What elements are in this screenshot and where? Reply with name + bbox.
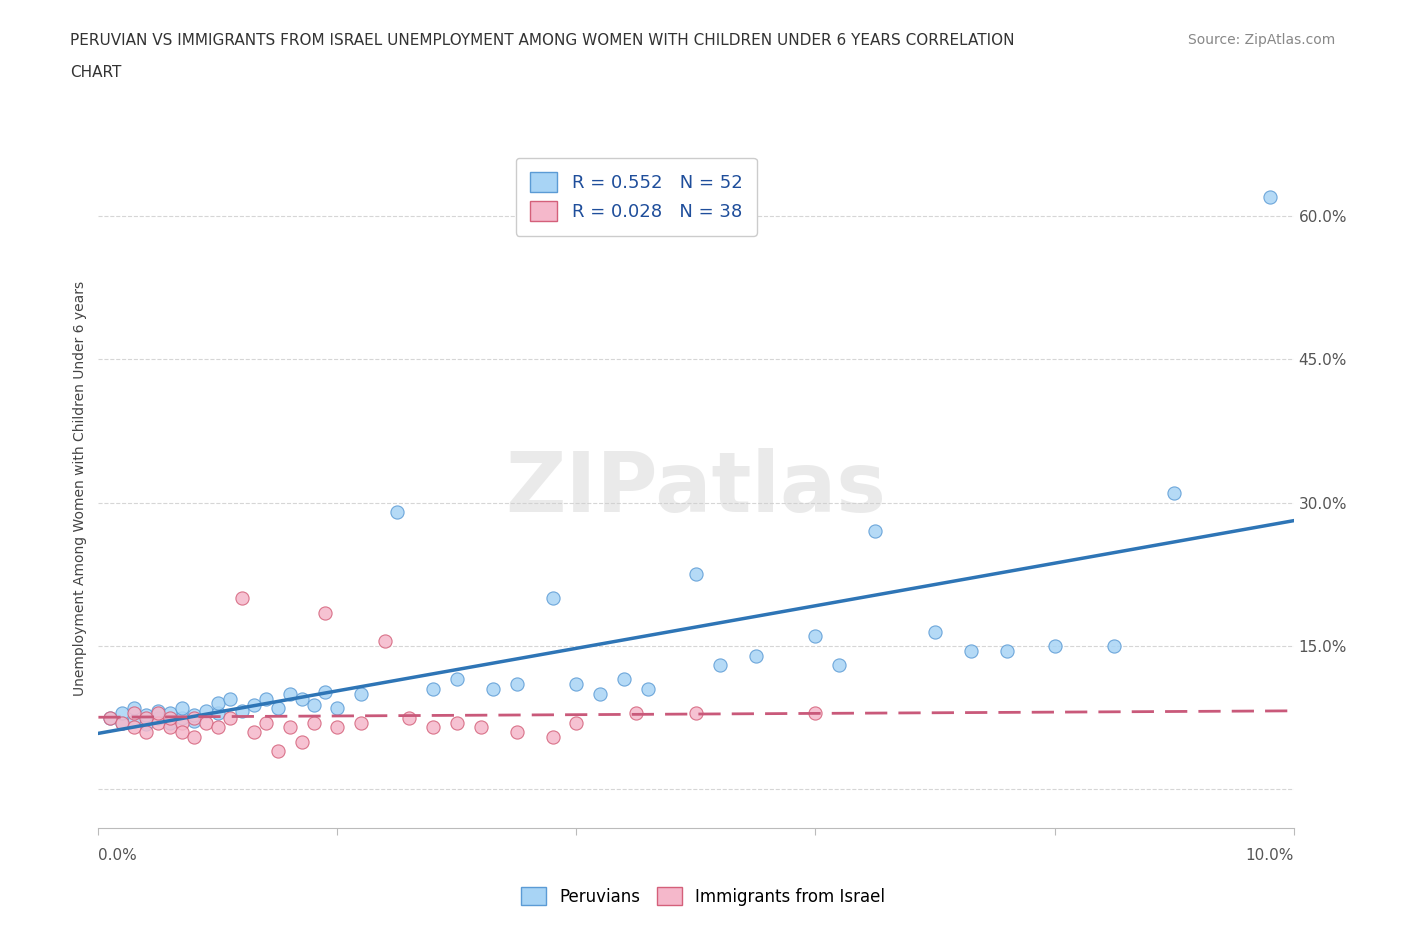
Point — [172, 715, 194, 730]
Point — [194, 704, 218, 719]
Point — [481, 682, 505, 697]
Point — [422, 682, 444, 697]
Point — [124, 713, 146, 728]
Point — [172, 700, 194, 715]
Point — [124, 706, 146, 721]
Point — [350, 686, 373, 701]
Point — [1043, 639, 1066, 654]
Point — [219, 711, 242, 725]
Point — [709, 658, 731, 672]
Point — [183, 708, 205, 723]
Point — [267, 744, 290, 759]
Point — [315, 605, 337, 620]
Point — [315, 684, 337, 699]
Point — [183, 713, 205, 728]
Text: Source: ZipAtlas.com: Source: ZipAtlas.com — [1188, 33, 1336, 46]
Y-axis label: Unemployment Among Women with Children Under 6 years: Unemployment Among Women with Children U… — [73, 281, 87, 696]
Point — [804, 706, 827, 721]
Point — [183, 711, 205, 725]
Point — [135, 711, 157, 725]
Point — [995, 644, 1018, 658]
Point — [589, 686, 612, 701]
Text: CHART: CHART — [70, 65, 122, 80]
Point — [470, 720, 492, 735]
Point — [98, 711, 122, 725]
Point — [1163, 485, 1185, 500]
Point — [398, 711, 420, 725]
Point — [194, 715, 218, 730]
Point — [243, 724, 266, 739]
Point — [207, 706, 229, 721]
Point — [565, 677, 588, 692]
Point — [685, 567, 707, 582]
Point — [148, 715, 170, 730]
Point — [135, 708, 157, 723]
Point — [159, 706, 181, 721]
Point — [135, 717, 157, 732]
Point — [1104, 639, 1126, 654]
Point — [374, 634, 396, 649]
Text: ZIPatlas: ZIPatlas — [506, 447, 886, 529]
Point — [506, 677, 529, 692]
Point — [924, 624, 946, 639]
Point — [745, 648, 768, 663]
Point — [124, 700, 146, 715]
Point — [231, 591, 253, 605]
Point — [159, 715, 181, 730]
Point — [148, 711, 170, 725]
Text: PERUVIAN VS IMMIGRANTS FROM ISRAEL UNEMPLOYMENT AMONG WOMEN WITH CHILDREN UNDER : PERUVIAN VS IMMIGRANTS FROM ISRAEL UNEMP… — [70, 33, 1015, 47]
Point — [385, 505, 409, 520]
Point — [278, 720, 301, 735]
Point — [111, 715, 134, 730]
Point — [172, 724, 194, 739]
Point — [111, 715, 134, 730]
Point — [278, 686, 301, 701]
Point — [506, 724, 529, 739]
Point — [624, 706, 647, 721]
Point — [326, 700, 349, 715]
Point — [148, 706, 170, 721]
Point — [565, 715, 588, 730]
Point — [637, 682, 659, 697]
Point — [613, 672, 636, 687]
Point — [326, 720, 349, 735]
Point — [865, 524, 887, 538]
Point — [254, 715, 277, 730]
Point — [446, 715, 468, 730]
Point — [422, 720, 444, 735]
Point — [828, 658, 851, 672]
Point — [302, 715, 325, 730]
Point — [231, 704, 253, 719]
Point — [135, 724, 157, 739]
Point — [207, 696, 229, 711]
Point — [183, 729, 205, 744]
Legend: R = 0.552   N = 52, R = 0.028   N = 38: R = 0.552 N = 52, R = 0.028 N = 38 — [516, 158, 756, 235]
Point — [219, 691, 242, 706]
Point — [446, 672, 468, 687]
Text: 10.0%: 10.0% — [1246, 848, 1294, 863]
Point — [960, 644, 983, 658]
Point — [541, 729, 564, 744]
Point — [159, 720, 181, 735]
Point — [302, 698, 325, 712]
Point — [111, 706, 134, 721]
Point — [98, 711, 122, 725]
Text: 0.0%: 0.0% — [98, 848, 138, 863]
Point — [685, 706, 707, 721]
Point — [243, 698, 266, 712]
Point — [290, 691, 312, 706]
Legend: Peruvians, Immigrants from Israel: Peruvians, Immigrants from Israel — [515, 881, 891, 912]
Point — [148, 704, 170, 719]
Point — [159, 711, 181, 725]
Point — [541, 591, 564, 605]
Point — [1258, 189, 1281, 204]
Point — [172, 711, 194, 725]
Point — [290, 734, 312, 749]
Point — [124, 720, 146, 735]
Point — [804, 629, 827, 644]
Point — [350, 715, 373, 730]
Point — [207, 720, 229, 735]
Point — [254, 691, 277, 706]
Point — [267, 700, 290, 715]
